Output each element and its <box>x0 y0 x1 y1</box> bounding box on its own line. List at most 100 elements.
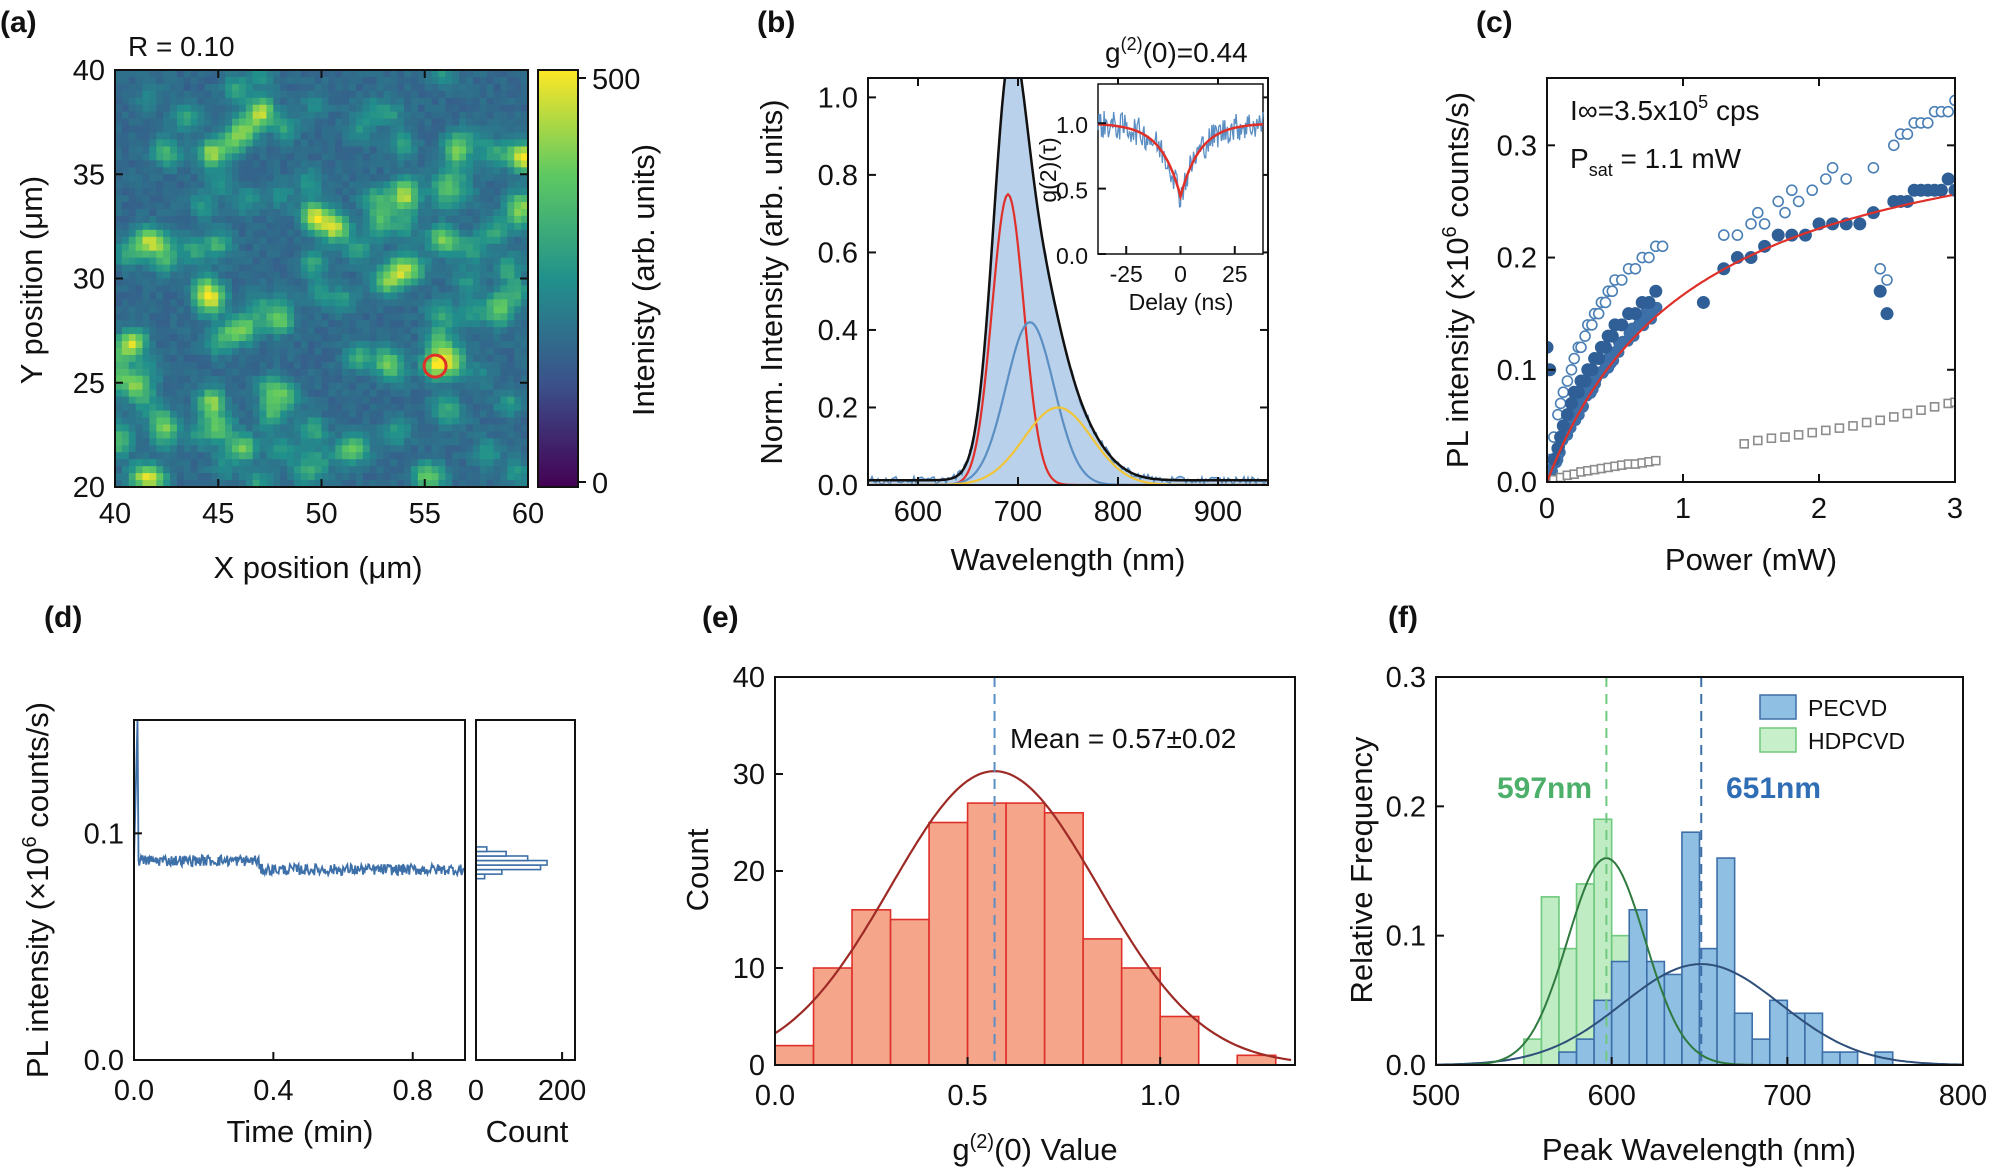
heatmap-pixel <box>500 334 508 342</box>
heatmap-pixel <box>156 459 164 467</box>
heatmap-pixel <box>128 452 137 460</box>
heatmap-pixel <box>342 174 350 182</box>
heatmap-pixel <box>410 313 419 321</box>
heatmap-pixel <box>355 368 364 377</box>
heatmap-pixel <box>115 389 123 398</box>
heatmap-pixel <box>287 250 295 259</box>
heatmap-pixel <box>507 146 515 154</box>
heatmap-pixel <box>163 327 171 335</box>
heatmap-pixel <box>190 215 199 224</box>
heatmap-pixel <box>459 403 467 412</box>
heatmap-pixel <box>183 480 192 488</box>
heatmap-pixel <box>307 236 316 245</box>
heatmap-pixel <box>376 410 385 419</box>
heatmap-pixel <box>238 257 247 266</box>
heatmap-pixel <box>342 431 350 439</box>
heatmap-pixel <box>390 257 398 266</box>
heatmap-pixel <box>321 459 329 467</box>
heatmap-pixel <box>121 473 130 481</box>
heatmap-pixel <box>252 459 261 467</box>
heatmap-pixel <box>472 306 481 314</box>
heatmap-pixel <box>218 417 226 426</box>
heatmap-pixel <box>156 90 164 99</box>
heatmap-pixel <box>266 375 274 384</box>
heatmap-pixel <box>204 466 212 474</box>
heatmap-pixel <box>190 292 199 300</box>
heatmap-pixel <box>238 229 247 238</box>
heatmap-pixel <box>259 222 268 231</box>
heatmap-pixel <box>472 431 481 439</box>
heatmap-pixel <box>259 104 268 113</box>
heatmap-pixel <box>183 202 192 210</box>
heatmap-pixel <box>342 313 350 321</box>
heatmap-pixel <box>128 222 137 231</box>
heatmap-pixel <box>417 375 426 384</box>
heatmap-pixel <box>479 278 488 287</box>
heatmap-pixel <box>142 382 151 391</box>
heatmap-pixel <box>459 271 467 280</box>
heatmap-pixel <box>183 278 192 287</box>
heatmap-pixel <box>142 292 151 300</box>
heatmap-pixel <box>128 313 137 321</box>
heatmap-pixel <box>115 202 123 210</box>
heatmap-pixel <box>238 320 247 328</box>
heatmap-pixel <box>321 320 329 328</box>
heatmap-pixel <box>149 438 157 446</box>
heatmap-pixel <box>142 160 151 168</box>
heatmap-pixel <box>438 139 446 148</box>
heatmap-pixel <box>376 111 385 120</box>
heatmap-pixel <box>500 174 508 182</box>
y-tick-label: 35 <box>73 159 105 191</box>
heatmap-pixel <box>176 250 185 259</box>
heatmap-pixel <box>328 292 336 300</box>
heatmap-pixel <box>293 76 302 85</box>
heatmap-pixel <box>307 313 316 321</box>
heatmap-pixel <box>438 341 446 349</box>
point-background <box>1902 408 1913 419</box>
heatmap-pixel <box>410 368 419 377</box>
point-background <box>1834 423 1845 433</box>
heatmap-pixel <box>300 396 309 405</box>
heatmap-pixel <box>335 389 343 398</box>
heatmap-pixel <box>121 361 130 370</box>
heatmap-pixel <box>238 327 247 335</box>
heatmap-pixel <box>514 264 522 273</box>
heatmap-pixel <box>349 375 357 384</box>
heatmap-pixel <box>445 236 453 245</box>
y-tick-label: 0.0 <box>84 1045 124 1077</box>
heatmap-pixel <box>514 389 522 398</box>
heatmap-pixel <box>521 181 529 189</box>
heatmap-pixel <box>266 438 274 446</box>
heatmap-pixel <box>121 396 130 405</box>
heatmap-pixel <box>163 438 171 446</box>
heatmap-pixel <box>121 389 130 398</box>
heatmap-pixel <box>438 431 446 439</box>
heatmap-pixel <box>293 174 302 182</box>
heatmap-pixel <box>466 104 474 113</box>
heatmap-pixel <box>211 368 219 377</box>
heatmap-pixel <box>472 361 481 370</box>
heatmap-pixel <box>225 181 233 189</box>
heatmap-pixel <box>431 125 440 134</box>
heatmap-pixel <box>500 83 508 92</box>
heatmap-pixel <box>259 188 268 196</box>
heatmap-pixel <box>452 160 460 168</box>
heatmap-pixel <box>355 222 364 231</box>
heatmap-pixel <box>211 410 219 419</box>
heatmap-pixel <box>266 243 274 252</box>
heatmap-pixel <box>204 375 212 384</box>
heatmap-pixel <box>521 466 529 474</box>
heatmap-pixel <box>397 334 405 342</box>
heatmap-pixel <box>466 76 474 85</box>
heatmap-pixel <box>204 424 212 432</box>
heatmap-pixel <box>349 111 357 120</box>
heatmap-pixel <box>431 382 440 391</box>
heatmap-pixel <box>156 396 164 405</box>
heatmap-pixel <box>397 278 405 287</box>
heatmap-pixel <box>424 445 433 453</box>
heatmap-pixel <box>507 139 515 148</box>
heatmap-pixel <box>431 424 440 432</box>
heatmap-pixel <box>115 306 123 314</box>
heatmap-pixel <box>486 480 495 488</box>
heatmap-pixel <box>335 306 343 314</box>
